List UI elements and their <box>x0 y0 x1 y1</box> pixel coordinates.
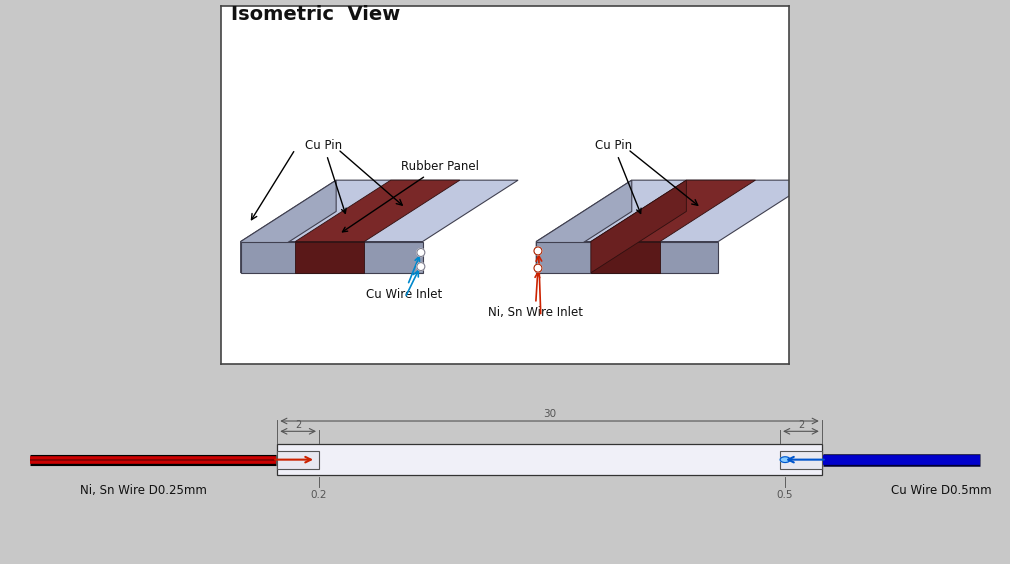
Polygon shape <box>536 241 718 273</box>
Text: Cu Pin: Cu Pin <box>595 139 641 213</box>
Polygon shape <box>536 180 632 273</box>
Text: Rubber Panel: Rubber Panel <box>342 160 479 232</box>
Text: Cu Pin: Cu Pin <box>305 139 346 213</box>
Text: Cu Wire Inlet: Cu Wire Inlet <box>366 257 442 301</box>
Circle shape <box>534 247 542 255</box>
Circle shape <box>780 457 790 462</box>
Polygon shape <box>295 180 460 241</box>
Polygon shape <box>591 180 755 241</box>
Circle shape <box>534 264 542 272</box>
Circle shape <box>417 263 425 271</box>
Text: Cu Wire D0.5mm: Cu Wire D0.5mm <box>891 484 992 497</box>
Bar <box>780 451 822 469</box>
Polygon shape <box>240 180 518 241</box>
Text: Ni, Sn Wire D0.25mm: Ni, Sn Wire D0.25mm <box>80 484 207 497</box>
Polygon shape <box>240 180 336 273</box>
Polygon shape <box>295 241 365 273</box>
Text: 0.2: 0.2 <box>311 490 327 500</box>
Text: 2: 2 <box>295 420 301 430</box>
Bar <box>278 444 822 475</box>
Polygon shape <box>591 180 687 273</box>
Polygon shape <box>536 180 814 241</box>
Circle shape <box>417 249 425 257</box>
Polygon shape <box>591 241 660 273</box>
Text: Isometric  View: Isometric View <box>231 5 400 24</box>
Bar <box>278 451 319 469</box>
Text: 30: 30 <box>543 409 557 418</box>
Polygon shape <box>240 241 422 273</box>
Text: 2: 2 <box>798 420 804 430</box>
Text: 0.5: 0.5 <box>777 490 794 500</box>
Text: Ni, Sn Wire Inlet: Ni, Sn Wire Inlet <box>488 273 583 319</box>
